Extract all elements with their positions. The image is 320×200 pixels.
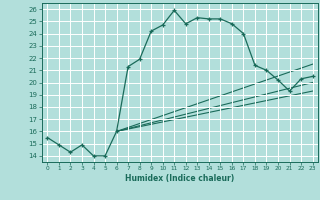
X-axis label: Humidex (Indice chaleur): Humidex (Indice chaleur) [125, 174, 235, 183]
